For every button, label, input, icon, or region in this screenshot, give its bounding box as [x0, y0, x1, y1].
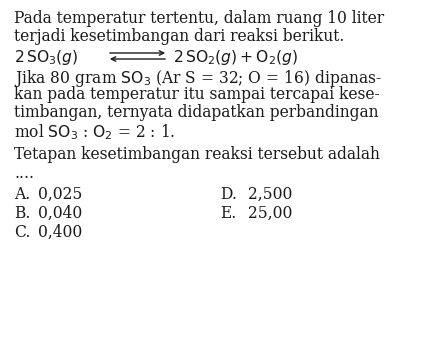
- Text: D.: D.: [220, 186, 237, 203]
- Text: 2,500: 2,500: [248, 186, 292, 203]
- Text: E.: E.: [220, 205, 236, 222]
- Text: $2\,\mathrm{SO_2(\mathit{g}) + O_2(\mathit{g})}$: $2\,\mathrm{SO_2(\mathit{g}) + O_2(\math…: [173, 48, 298, 67]
- Text: Pada temperatur tertentu, dalam ruang 10 liter: Pada temperatur tertentu, dalam ruang 10…: [14, 10, 384, 27]
- Text: kan pada temperatur itu sampai tercapai kese-: kan pada temperatur itu sampai tercapai …: [14, 86, 380, 103]
- Text: terjadi kesetimbangan dari reaksi berikut.: terjadi kesetimbangan dari reaksi beriku…: [14, 28, 344, 45]
- Text: mol $\mathrm{SO_3}$ : $\mathrm{O_2}$ = 2 : 1.: mol $\mathrm{SO_3}$ : $\mathrm{O_2}$ = 2…: [14, 122, 175, 142]
- Text: timbangan, ternyata didapatkan perbandingan: timbangan, ternyata didapatkan perbandin…: [14, 104, 378, 121]
- Text: B.: B.: [14, 205, 31, 222]
- Text: Jika 80 gram $\mathrm{SO_3}$ (Ar S = 32; O = 16) dipanas-: Jika 80 gram $\mathrm{SO_3}$ (Ar S = 32;…: [14, 68, 382, 89]
- Text: Tetapan kesetimbangan reaksi tersebut adalah: Tetapan kesetimbangan reaksi tersebut ad…: [14, 146, 380, 163]
- Text: 0,400: 0,400: [38, 224, 82, 241]
- Text: 0,040: 0,040: [38, 205, 82, 222]
- Text: 25,00: 25,00: [248, 205, 292, 222]
- Text: ....: ....: [14, 165, 34, 182]
- Text: 0,025: 0,025: [38, 186, 83, 203]
- Text: $2\,\mathrm{SO_3(\mathit{g})}$: $2\,\mathrm{SO_3(\mathit{g})}$: [14, 48, 79, 67]
- Text: A.: A.: [14, 186, 30, 203]
- Text: C.: C.: [14, 224, 31, 241]
